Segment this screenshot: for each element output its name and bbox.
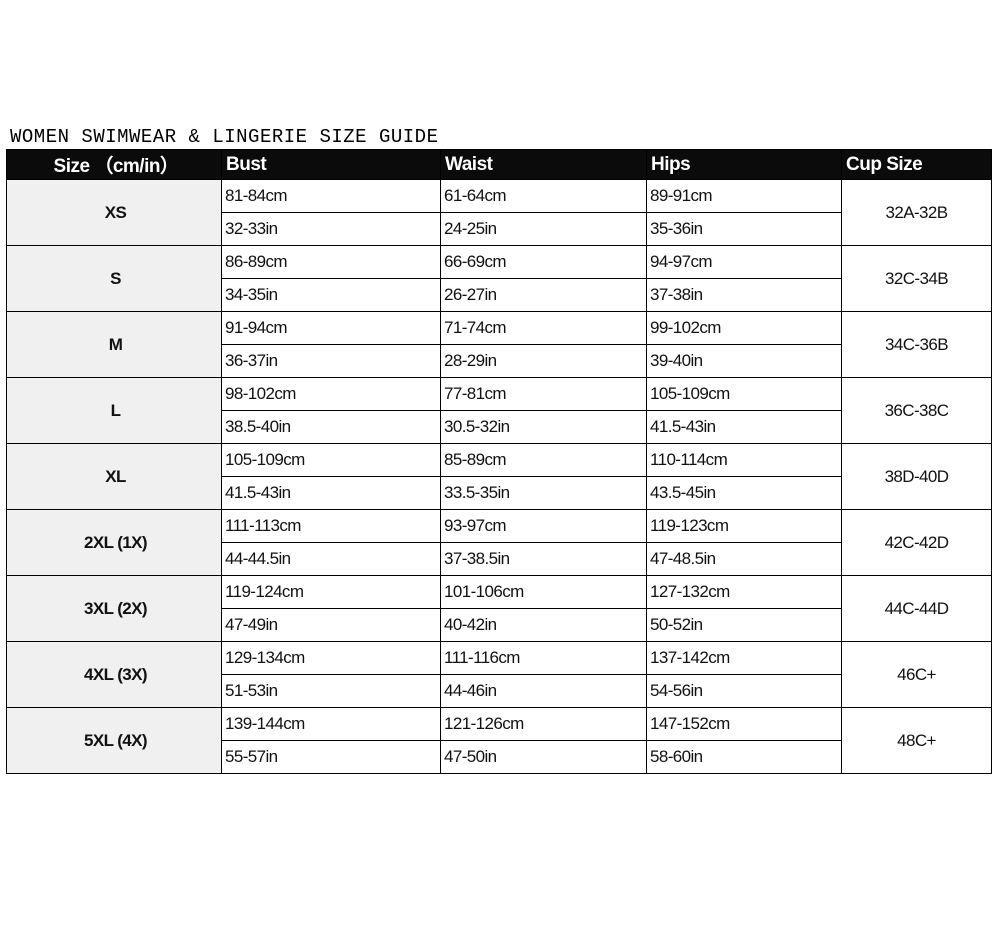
cup-size-cell: 36C-38C xyxy=(841,377,992,444)
hips-cm-cell: 99-102cm xyxy=(646,311,842,345)
cup-size-cell: 42C-42D xyxy=(841,509,992,576)
table-row-in: 38.5-40in 30.5-32in 41.5-43in xyxy=(7,410,992,444)
hips-in-cell: 35-36in xyxy=(646,212,842,246)
hips-cm-cell: 110-114cm xyxy=(646,443,842,477)
bust-in-cell: 47-49in xyxy=(221,608,441,642)
hips-in-cell: 39-40in xyxy=(646,344,842,378)
table-row-in: 32-33in 24-25in 35-36in xyxy=(7,212,992,246)
bust-cm-cell: 139-144cm xyxy=(221,707,441,741)
size-cell: XS xyxy=(6,179,222,246)
waist-in-cell: 44-46in xyxy=(440,674,647,708)
size-cell: 4XL (3X) xyxy=(6,641,222,708)
size-cell: M xyxy=(6,311,222,378)
cup-size-cell: 44C-44D xyxy=(841,575,992,642)
header-hips: Hips xyxy=(646,149,842,180)
waist-in-cell: 30.5-32in xyxy=(440,410,647,444)
header-size: Size （cm/in） xyxy=(6,149,222,180)
waist-cm-cell: 77-81cm xyxy=(440,377,647,411)
page-title: WOMEN SWIMWEAR & LINGERIE SIZE GUIDE xyxy=(10,126,439,148)
waist-in-cell: 37-38.5in xyxy=(440,542,647,576)
cup-size-cell: 34C-36B xyxy=(841,311,992,378)
cup-size-cell: 32A-32B xyxy=(841,179,992,246)
bust-in-cell: 51-53in xyxy=(221,674,441,708)
waist-in-cell: 47-50in xyxy=(440,740,647,774)
bust-in-cell: 55-57in xyxy=(221,740,441,774)
size-cell: 2XL (1X) xyxy=(6,509,222,576)
hips-cm-cell: 147-152cm xyxy=(646,707,842,741)
table-row-in: 47-49in 40-42in 50-52in xyxy=(7,608,992,642)
table-row-cm: M 91-94cm 71-74cm 99-102cm 34C-36B xyxy=(6,311,992,378)
hips-cm-cell: 137-142cm xyxy=(646,641,842,675)
size-cell: S xyxy=(6,245,222,312)
table-row-cm: S 86-89cm 66-69cm 94-97cm 32C-34B xyxy=(6,245,992,312)
header-waist: Waist xyxy=(440,149,647,180)
table-row-cm: 2XL (1X) 111-113cm 93-97cm 119-123cm 42C-42D xyxy=(6,509,992,576)
hips-in-cell: 47-48.5in xyxy=(646,542,842,576)
size-cell: 5XL (4X) xyxy=(6,707,222,774)
hips-in-cell: 41.5-43in xyxy=(646,410,842,444)
cup-size-cell: 46C+ xyxy=(841,641,992,708)
table-row-in: 34-35in 26-27in 37-38in xyxy=(7,278,992,312)
waist-in-cell: 40-42in xyxy=(440,608,647,642)
cup-size-cell: 48C+ xyxy=(841,707,992,774)
table-row-cm: 4XL (3X) 129-134cm 111-116cm 137-142cm 46C+ xyxy=(6,641,992,708)
table-row-cm: XL 105-109cm 85-89cm 110-114cm 38D-40D xyxy=(6,443,992,510)
size-cell: XL xyxy=(6,443,222,510)
table-row-cm: XS 81-84cm 61-64cm 89-91cm 32A-32B xyxy=(6,179,992,246)
waist-cm-cell: 111-116cm xyxy=(440,641,647,675)
cup-size-cell: 32C-34B xyxy=(841,245,992,312)
bust-cm-cell: 98-102cm xyxy=(221,377,441,411)
hips-in-cell: 58-60in xyxy=(646,740,842,774)
waist-cm-cell: 66-69cm xyxy=(440,245,647,279)
hips-in-cell: 54-56in xyxy=(646,674,842,708)
waist-in-cell: 33.5-35in xyxy=(440,476,647,510)
table-row-cm: 3XL (2X) 119-124cm 101-106cm 127-132cm 44C-4… xyxy=(6,575,992,642)
header-cup-size: Cup Size xyxy=(841,149,992,180)
waist-cm-cell: 121-126cm xyxy=(440,707,647,741)
size-guide-table: Size （cm/in） Bust Waist Hips Cup Size XS… xyxy=(6,149,992,774)
bust-cm-cell: 119-124cm xyxy=(221,575,441,609)
hips-in-cell: 37-38in xyxy=(646,278,842,312)
waist-in-cell: 24-25in xyxy=(440,212,647,246)
waist-in-cell: 26-27in xyxy=(440,278,647,312)
table-row-in: 44-44.5in 37-38.5in 47-48.5in xyxy=(7,542,992,576)
cup-size-cell: 38D-40D xyxy=(841,443,992,510)
waist-cm-cell: 85-89cm xyxy=(440,443,647,477)
hips-cm-cell: 105-109cm xyxy=(646,377,842,411)
bust-cm-cell: 111-113cm xyxy=(221,509,441,543)
table-row-cm: L 98-102cm 77-81cm 105-109cm 36C-38C xyxy=(6,377,992,444)
bust-in-cell: 32-33in xyxy=(221,212,441,246)
bust-in-cell: 34-35in xyxy=(221,278,441,312)
table-row-in: 55-57in 47-50in 58-60in xyxy=(7,740,992,774)
bust-cm-cell: 81-84cm xyxy=(221,179,441,213)
bust-cm-cell: 129-134cm xyxy=(221,641,441,675)
bust-cm-cell: 86-89cm xyxy=(221,245,441,279)
hips-in-cell: 43.5-45in xyxy=(646,476,842,510)
table-row-in: 51-53in 44-46in 54-56in xyxy=(7,674,992,708)
waist-cm-cell: 71-74cm xyxy=(440,311,647,345)
size-cell: L xyxy=(6,377,222,444)
table-row-cm: 5XL (4X) 139-144cm 121-126cm 147-152cm 48C+ xyxy=(6,707,992,774)
hips-cm-cell: 119-123cm xyxy=(646,509,842,543)
hips-cm-cell: 127-132cm xyxy=(646,575,842,609)
hips-in-cell: 50-52in xyxy=(646,608,842,642)
header-bust: Bust xyxy=(221,149,441,180)
bust-cm-cell: 105-109cm xyxy=(221,443,441,477)
table-row-in: 41.5-43in 33.5-35in 43.5-45in xyxy=(7,476,992,510)
bust-in-cell: 41.5-43in xyxy=(221,476,441,510)
bust-in-cell: 38.5-40in xyxy=(221,410,441,444)
waist-in-cell: 28-29in xyxy=(440,344,647,378)
hips-cm-cell: 89-91cm xyxy=(646,179,842,213)
waist-cm-cell: 101-106cm xyxy=(440,575,647,609)
bust-in-cell: 44-44.5in xyxy=(221,542,441,576)
size-cell: 3XL (2X) xyxy=(6,575,222,642)
waist-cm-cell: 93-97cm xyxy=(440,509,647,543)
bust-cm-cell: 91-94cm xyxy=(221,311,441,345)
header-row: Size （cm/in） Bust Waist Hips Cup Size xyxy=(6,149,992,180)
table-row-in: 36-37in 28-29in 39-40in xyxy=(7,344,992,378)
hips-cm-cell: 94-97cm xyxy=(646,245,842,279)
bust-in-cell: 36-37in xyxy=(221,344,441,378)
waist-cm-cell: 61-64cm xyxy=(440,179,647,213)
